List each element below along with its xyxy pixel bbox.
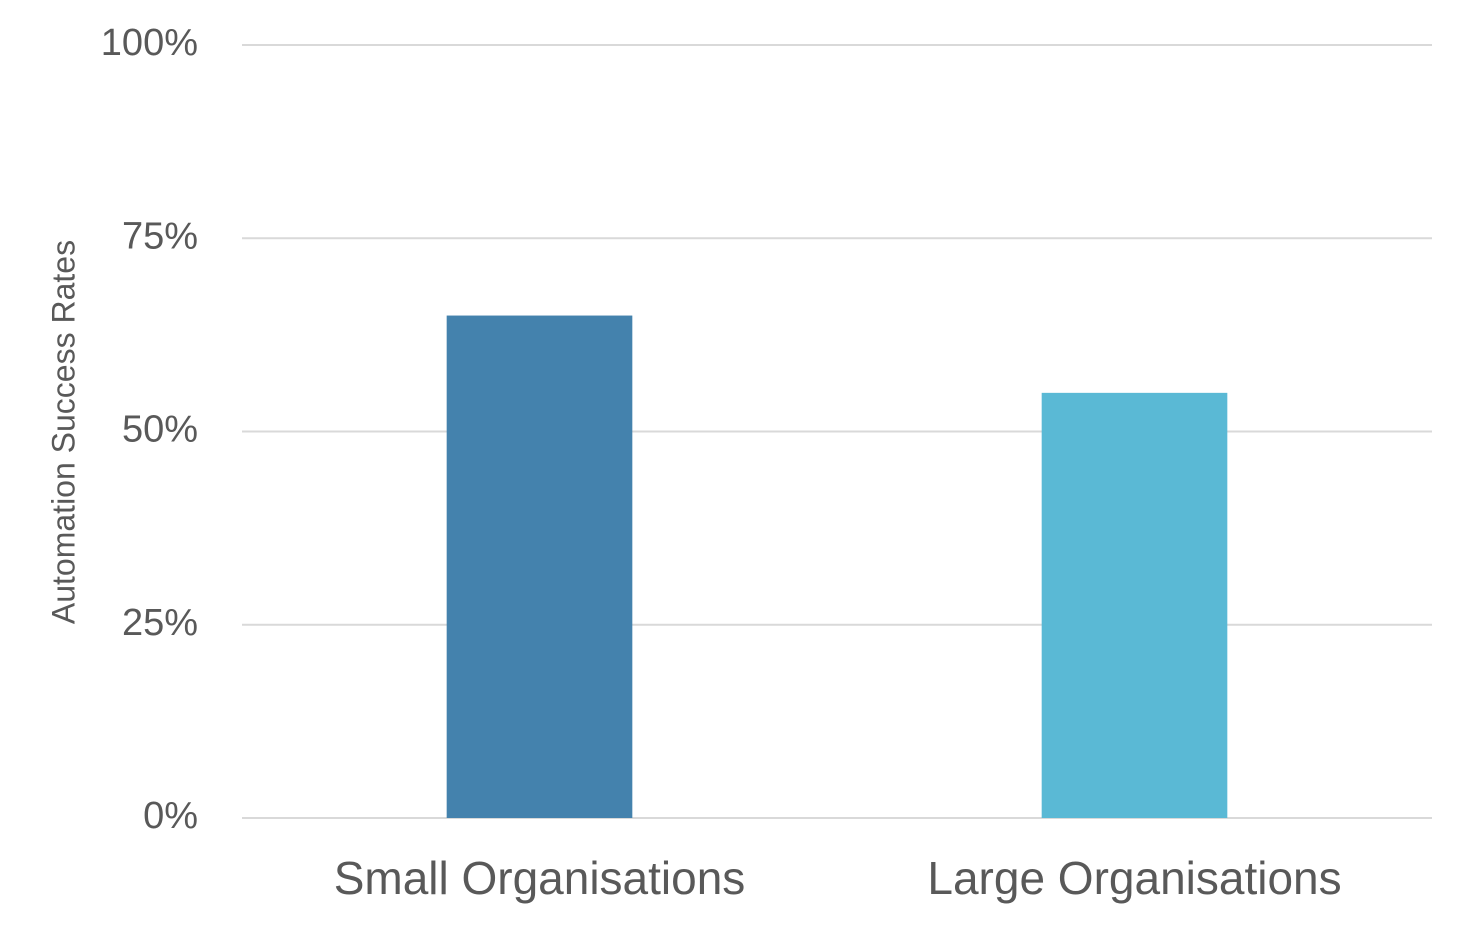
bar bbox=[1041, 392, 1228, 818]
y-tick-label: 0% bbox=[143, 795, 198, 837]
y-tick-label: 25% bbox=[122, 602, 198, 644]
bar bbox=[446, 315, 633, 818]
x-tick-label: Large Organisations bbox=[927, 852, 1341, 904]
x-tick-label: Small Organisations bbox=[334, 852, 746, 904]
y-tick-label: 50% bbox=[122, 409, 198, 451]
y-axis-label: Automation Success Rates bbox=[45, 240, 81, 624]
y-tick-label: 100% bbox=[101, 22, 198, 64]
y-tick-label: 75% bbox=[122, 215, 198, 257]
